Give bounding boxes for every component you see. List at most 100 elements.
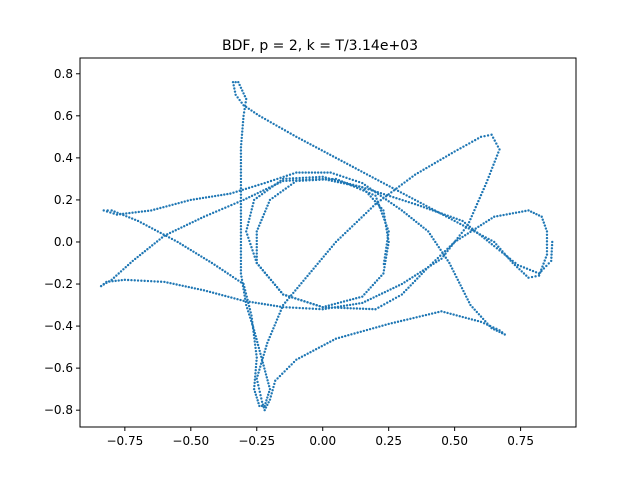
data-point	[387, 230, 390, 233]
data-point	[278, 305, 282, 308]
data-point	[333, 306, 337, 309]
data-point	[247, 313, 251, 316]
data-point	[451, 243, 454, 246]
data-point	[467, 301, 471, 304]
data-point	[364, 307, 368, 311]
data-point	[146, 248, 149, 251]
data-point	[239, 256, 243, 259]
data-point	[482, 222, 485, 225]
data-point	[140, 279, 143, 282]
data-point	[163, 280, 166, 284]
data-point	[486, 178, 489, 182]
data-point	[327, 304, 331, 307]
data-point	[507, 257, 510, 260]
data-point	[466, 223, 470, 227]
data-point	[253, 381, 256, 385]
data-point	[436, 160, 439, 163]
data-point	[453, 273, 457, 276]
data-point	[275, 124, 278, 127]
data-point	[419, 205, 423, 208]
data-point	[224, 294, 227, 298]
data-point	[446, 259, 449, 262]
data-point	[239, 298, 242, 302]
data-point	[291, 177, 295, 180]
data-point	[153, 280, 156, 283]
data-point	[270, 392, 273, 395]
data-point	[199, 216, 203, 220]
data-point	[239, 234, 243, 237]
data-point	[300, 355, 304, 358]
data-point	[274, 183, 277, 186]
data-point	[252, 387, 256, 391]
data-point	[373, 281, 377, 284]
data-point	[190, 286, 194, 289]
data-point	[392, 203, 396, 207]
data-point	[351, 165, 355, 169]
data-point	[446, 311, 449, 315]
data-point	[239, 158, 243, 162]
data-point	[303, 300, 306, 303]
data-point	[407, 200, 411, 204]
data-point	[278, 374, 282, 378]
data-point	[545, 264, 548, 268]
data-point	[226, 272, 229, 275]
data-point	[256, 380, 259, 384]
data-point	[383, 218, 386, 221]
data-point	[329, 171, 332, 174]
data-point	[255, 236, 258, 239]
data-point	[239, 253, 243, 256]
data-point	[227, 205, 230, 208]
data-point	[242, 198, 245, 202]
data-point	[133, 279, 136, 282]
data-point	[348, 303, 352, 307]
data-point	[490, 239, 493, 242]
data-point	[461, 235, 464, 239]
data-point	[223, 270, 227, 273]
data-point	[394, 188, 397, 191]
data-point	[261, 116, 264, 119]
data-point	[252, 252, 255, 255]
data-point	[260, 182, 263, 186]
data-point	[503, 333, 506, 336]
data-point	[249, 242, 252, 246]
data-point	[367, 209, 370, 213]
data-point	[387, 322, 390, 326]
data-point	[197, 218, 200, 221]
data-point	[255, 377, 258, 380]
data-point	[316, 171, 320, 174]
data-point	[261, 215, 264, 219]
data-point	[433, 209, 437, 212]
data-point	[143, 210, 147, 213]
data-point	[265, 344, 268, 348]
data-point	[292, 134, 295, 137]
data-point	[267, 276, 271, 279]
data-points	[99, 80, 554, 412]
data-point	[311, 178, 315, 182]
data-point	[532, 211, 535, 215]
data-point	[346, 162, 349, 166]
data-point	[256, 399, 259, 402]
data-point	[115, 274, 118, 277]
data-point	[274, 194, 277, 198]
data-point	[241, 127, 244, 130]
data-point	[146, 209, 150, 213]
data-point	[255, 258, 258, 262]
data-point	[428, 165, 431, 168]
data-point	[251, 185, 254, 189]
data-point	[263, 181, 266, 185]
data-point	[208, 290, 212, 294]
data-point	[416, 272, 419, 276]
data-point	[270, 330, 274, 333]
data-point	[390, 201, 393, 205]
data-point	[245, 295, 248, 298]
data-point	[481, 234, 485, 238]
data-point	[276, 181, 280, 184]
data-point	[256, 191, 259, 195]
data-point	[143, 279, 146, 283]
data-point	[369, 286, 372, 289]
data-point	[439, 212, 442, 215]
data-point	[326, 152, 329, 155]
data-point	[305, 176, 308, 179]
data-point	[377, 203, 380, 206]
data-point	[543, 259, 546, 262]
